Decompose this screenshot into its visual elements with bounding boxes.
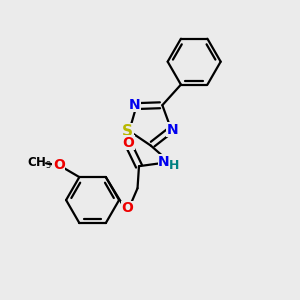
- Text: O: O: [123, 136, 135, 150]
- Text: N: N: [129, 98, 141, 112]
- Text: O: O: [53, 158, 65, 172]
- Text: O: O: [121, 201, 133, 215]
- Text: N: N: [158, 155, 170, 169]
- Text: CH$_3$: CH$_3$: [27, 156, 52, 171]
- Text: S: S: [122, 124, 133, 139]
- Text: H: H: [169, 159, 179, 172]
- Text: N: N: [167, 123, 178, 136]
